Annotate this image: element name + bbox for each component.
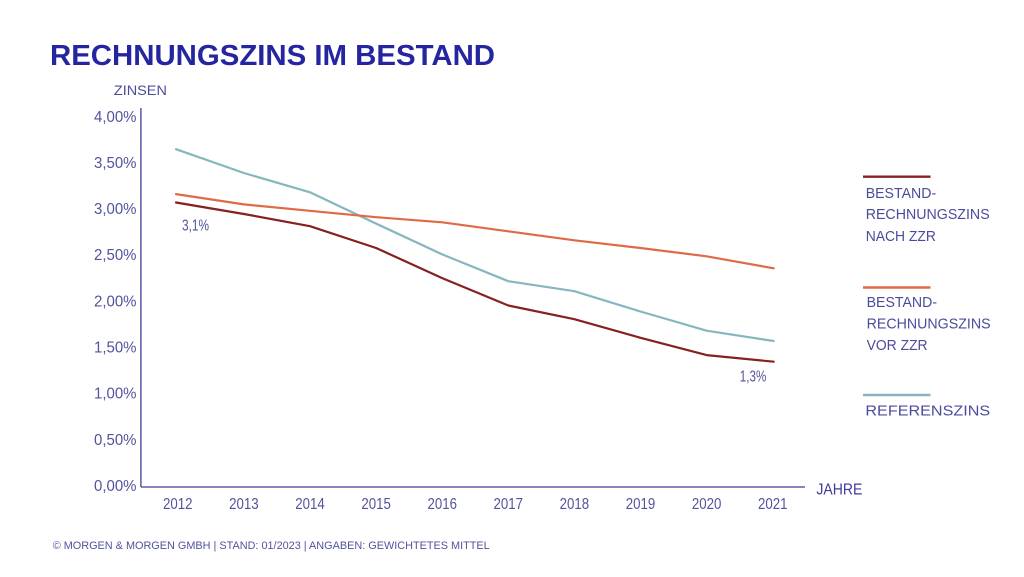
svg-text:0,50%: 0,50% — [94, 432, 137, 449]
svg-text:3,1%: 3,1% — [182, 217, 209, 234]
svg-text:2,50%: 2,50% — [94, 247, 137, 264]
svg-text:1,00%: 1,00% — [94, 386, 137, 403]
svg-text:1,50%: 1,50% — [94, 340, 137, 357]
svg-text:2021: 2021 — [758, 496, 788, 513]
svg-text:3,50%: 3,50% — [94, 155, 137, 172]
svg-text:REFERENSZINS: REFERENSZINS — [865, 404, 990, 420]
svg-text:VOR ZZR: VOR ZZR — [867, 338, 928, 354]
svg-text:RECHNUNGSZINS IM BESTAND: RECHNUNGSZINS IM BESTAND — [50, 40, 495, 72]
svg-text:2020: 2020 — [692, 496, 722, 513]
svg-text:RECHNUNGSZINS: RECHNUNGSZINS — [867, 317, 991, 333]
svg-text:2015: 2015 — [361, 496, 391, 513]
svg-text:2019: 2019 — [626, 496, 656, 513]
svg-text:1,3%: 1,3% — [740, 369, 767, 386]
svg-text:2014: 2014 — [295, 496, 325, 513]
svg-text:3,00%: 3,00% — [94, 201, 137, 218]
svg-text:NACH ZZR: NACH ZZR — [866, 229, 936, 245]
svg-text:2013: 2013 — [229, 496, 259, 513]
svg-text:BESTAND-: BESTAND- — [866, 186, 937, 202]
svg-text:4,00%: 4,00% — [94, 109, 137, 126]
svg-text:2018: 2018 — [560, 496, 590, 513]
svg-text:RECHNUNGSZINS: RECHNUNGSZINS — [866, 207, 990, 223]
svg-text:BESTAND-: BESTAND- — [867, 295, 938, 311]
svg-text:JAHRE: JAHRE — [816, 481, 862, 498]
svg-text:0,00%: 0,00% — [94, 478, 137, 495]
svg-text:ZINSEN: ZINSEN — [114, 82, 167, 98]
svg-text:2,00%: 2,00% — [94, 293, 137, 310]
svg-text:2016: 2016 — [427, 496, 457, 513]
svg-text:© MORGEN & MORGEN GMBH | STAND: © MORGEN & MORGEN GMBH | STAND: 01/2023 … — [53, 540, 490, 552]
svg-text:2012: 2012 — [163, 496, 193, 513]
svg-text:2017: 2017 — [494, 496, 524, 513]
